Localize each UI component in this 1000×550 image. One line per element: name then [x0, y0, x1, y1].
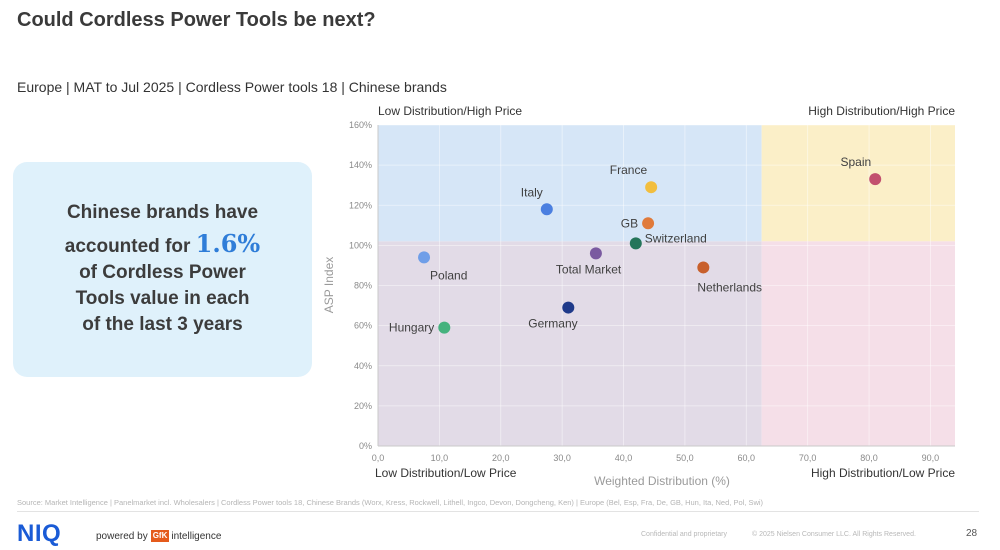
callout-highlight-value: 1.6%	[195, 228, 261, 258]
y-tick-label: 40%	[354, 361, 372, 371]
point-label-italy: Italy	[521, 185, 543, 199]
page-number: 28	[966, 528, 978, 539]
tick-labels: 0% 20% 40% 60% 80% 100% 120% 140% 160% 0,0 10,0 20,…	[349, 120, 939, 463]
scatter-chart: 0% 20% 40% 60% 80% 100% 120% 140% 160% 0,0 10,0 20,…	[322, 104, 955, 488]
x-tick-label: 90,0	[922, 453, 940, 463]
quadrant-backgrounds	[378, 125, 955, 446]
page-title: Could Cordless Power Tools be next?	[17, 9, 376, 31]
confidential-note: Confidential and proprietary	[641, 531, 727, 538]
copyright-note: © 2025 Nielsen Consumer LLC. All Rights …	[752, 531, 916, 538]
y-tick-label: 60%	[354, 321, 372, 331]
quadrant-label-bottom-left: Low Distribution/Low Price	[375, 466, 517, 480]
point-germany[interactable]	[562, 301, 575, 314]
niq-logo: NIQ	[17, 520, 62, 547]
y-tick-label: 0%	[359, 441, 372, 451]
quadrant-top-right	[761, 125, 955, 242]
point-label-germany: Germany	[528, 317, 577, 331]
callout-line-3: of Cordless Power	[79, 261, 246, 283]
point-gb[interactable]	[642, 217, 655, 230]
point-label-hungary: Hungary	[389, 321, 434, 335]
callout-text: Chinese brands have accounted for 1.6% o…	[38, 200, 288, 338]
point-france[interactable]	[645, 181, 658, 194]
powered-by-text: powered by	[96, 530, 148, 542]
quadrant-bottom-right	[761, 241, 955, 446]
x-tick-label: 10,0	[431, 453, 449, 463]
x-axis-title: Weighted Distribution (%)	[594, 474, 730, 488]
callout-line-2-prefix: accounted for	[64, 235, 196, 257]
point-italy[interactable]	[540, 203, 553, 216]
point-label-total-market: Total Market	[556, 262, 622, 276]
page-subtitle: Europe | MAT to Jul 2025 | Cordless Powe…	[17, 79, 447, 95]
gfk-logo: GfK	[150, 530, 170, 542]
callout-line-5: of the last 3 years	[82, 314, 243, 336]
x-tick-label: 70,0	[799, 453, 817, 463]
point-label-switzerland: Switzerland	[645, 231, 707, 245]
point-switzerland[interactable]	[629, 237, 642, 250]
quadrant-label-top-right: High Distribution/High Price	[808, 104, 955, 118]
y-tick-label: 140%	[349, 160, 372, 170]
y-axis-title: ASP Index	[322, 257, 336, 313]
x-tick-label: 80,0	[860, 453, 878, 463]
x-tick-label: 50,0	[676, 453, 694, 463]
x-tick-label: 0,0	[372, 453, 385, 463]
quadrant-bottom-left	[378, 241, 762, 446]
point-label-gb: GB	[621, 216, 638, 230]
quadrant-label-bottom-right: High Distribution/Low Price	[811, 466, 955, 480]
point-label-poland: Poland	[430, 268, 467, 282]
footer-divider	[17, 511, 979, 512]
point-total-market[interactable]	[589, 247, 602, 260]
y-tick-label: 100%	[349, 240, 372, 250]
point-spain[interactable]	[869, 173, 882, 186]
powered-by-gfk: powered by GfK intelligence	[96, 530, 221, 542]
point-label-france: France	[610, 163, 648, 177]
callout-line-1: Chinese brands have	[66, 202, 259, 224]
callout-line-4: Tools value in each	[75, 288, 250, 310]
callout-box: Chinese brands have accounted for 1.6% o…	[13, 162, 312, 377]
point-label-spain: Spain	[840, 155, 871, 169]
y-tick-label: 120%	[349, 200, 372, 210]
y-tick-label: 20%	[354, 401, 372, 411]
y-tick-label: 80%	[354, 281, 372, 291]
y-tick-label: 160%	[349, 120, 372, 130]
axes	[377, 125, 955, 447]
x-tick-label: 30,0	[553, 453, 571, 463]
x-tick-label: 20,0	[492, 453, 510, 463]
point-label-netherlands: Netherlands	[697, 280, 762, 294]
point-netherlands[interactable]	[697, 261, 710, 274]
quadrant-top-left	[378, 125, 762, 242]
x-tick-label: 60,0	[738, 453, 756, 463]
data-points: Spain France Italy GB Switzerland Total Marke…	[389, 155, 882, 335]
source-note: Source: Market Intelligence | Panelmarke…	[17, 498, 764, 507]
x-tick-label: 40,0	[615, 453, 633, 463]
intelligence-text: intelligence	[171, 530, 222, 542]
point-hungary[interactable]	[438, 321, 451, 334]
point-poland[interactable]	[418, 251, 431, 264]
quadrant-label-top-left: Low Distribution/High Price	[378, 104, 522, 118]
